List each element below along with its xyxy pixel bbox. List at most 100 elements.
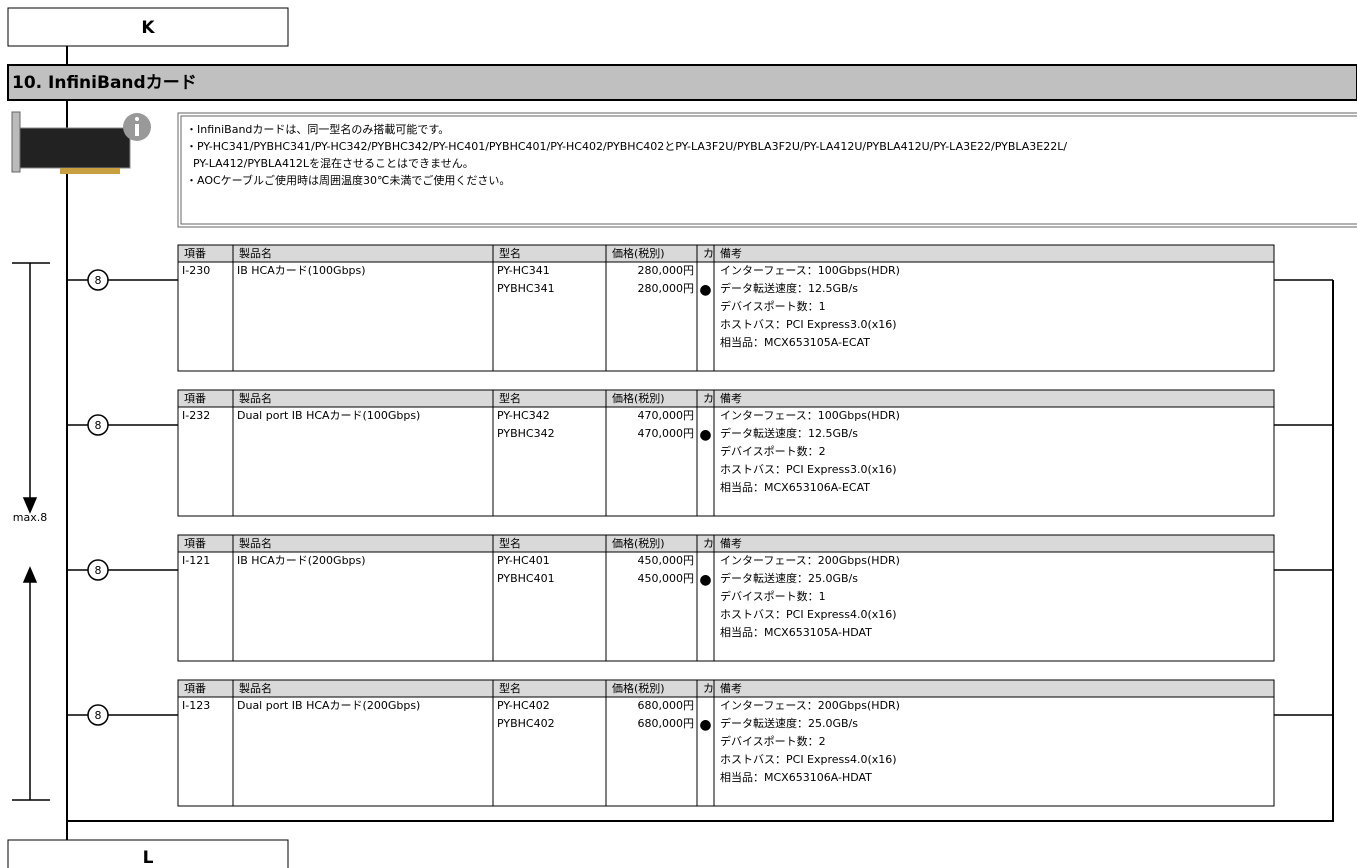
remark: 相当品：MCX653105A-ECAT [720,335,870,349]
price: 470,000円 [638,427,695,440]
model: PY-HC401 [497,554,550,567]
mark: ● [699,282,711,298]
item-number: I-232 [182,409,210,422]
remark: データ転送速度：12.5GB/s [720,281,858,295]
column-header: 型名 [499,391,521,405]
model: PY-HC341 [497,264,550,277]
section-title: 10. InfiniBandカード [12,73,197,93]
note-line: ・AOCケーブルご使用時は周囲温度30℃未満でご使用ください。 [186,173,510,187]
slot-number: 8 [95,564,102,577]
column-header: 製品名 [239,391,272,405]
column-header: 項番 [184,682,206,695]
mark: ● [699,717,711,733]
remark: データ転送速度：12.5GB/s [720,426,858,440]
card-icon [11,111,151,174]
column-header: カ [703,247,714,260]
slot-number: 8 [95,274,102,287]
model: PY-HC402 [497,699,550,712]
column-header: カ [703,537,714,550]
remark: インターフェース：100Gbps(HDR) [720,409,900,422]
slot-number: 8 [95,419,102,432]
section-bar [7,64,1357,101]
table-frame [177,244,1275,372]
price: 280,000円 [638,282,695,295]
item-number: I-121 [182,554,210,567]
column-header: 製品名 [239,681,272,695]
column-header: 製品名 [239,246,272,260]
remark: ホストバス：PCI Express3.0(x16) [720,463,897,476]
column-header: カ [703,682,714,695]
column-header: 項番 [184,537,206,550]
column-header: 価格(税別) [612,681,665,695]
slot-circle [87,704,109,726]
remark: ホストバス：PCI Express4.0(x16) [720,608,897,621]
remark: デバイスポート数：2 [720,734,826,748]
column-header: 項番 [184,392,206,405]
slot-number: 8 [95,709,102,722]
remark: デバイスポート数：1 [720,299,826,313]
remark: 相当品：MCX653106A-HDAT [720,770,872,784]
remark: データ転送速度：25.0GB/s [720,716,858,730]
column-header: 価格(税別) [612,536,665,550]
price: 450,000円 [638,554,695,567]
column-header: 製品名 [239,536,272,550]
remark: デバイスポート数：2 [720,444,826,458]
table-frame [177,389,1275,517]
model: PYBHC402 [497,717,555,730]
remark: データ転送速度：25.0GB/s [720,571,858,585]
max-label: max.8 [13,511,47,524]
slot-circle [87,414,109,436]
column-header: 備考 [720,247,742,260]
note-line: ・PY-HC341/PYBHC341/PY-HC342/PYBHC342/PY-… [186,140,1067,153]
column-header: 型名 [499,246,521,260]
top-box [7,7,289,47]
remark: インターフェース：200Gbps(HDR) [720,554,900,567]
item-number: I-123 [182,699,210,712]
column-header: 備考 [720,537,742,550]
column-header: カ [703,392,714,405]
remark: インターフェース：200Gbps(HDR) [720,699,900,712]
column-header: 価格(税別) [612,246,665,260]
bottom-box [7,839,289,868]
range-arrow [12,262,50,801]
model: PYBHC341 [497,282,555,295]
remark: 相当品：MCX653105A-HDAT [720,625,872,639]
price: 450,000円 [638,572,695,585]
column-header: 価格(税別) [612,391,665,405]
slot-circle [87,269,109,291]
column-header: 項番 [184,247,206,260]
bottom-box-label: L [143,848,154,868]
model: PYBHC401 [497,572,555,585]
column-header: 型名 [499,536,521,550]
remark: ホストバス：PCI Express3.0(x16) [720,318,897,331]
product-name: IB HCAカード(200Gbps) [237,554,366,567]
notes-box-inner [180,115,1357,225]
item-number: I-230 [182,264,210,277]
model: PY-HC342 [497,409,550,422]
notes-box [177,112,1357,228]
model: PYBHC342 [497,427,555,440]
product-name: IB HCAカード(100Gbps) [237,264,366,277]
remark: インターフェース：100Gbps(HDR) [720,264,900,277]
remark: ホストバス：PCI Express4.0(x16) [720,753,897,766]
mark: ● [699,572,711,588]
column-header: 備考 [720,392,742,405]
mark: ● [699,427,711,443]
note-line: PY-LA412/PYBLA412Lを混在させることはできません。 [186,157,474,170]
price: 470,000円 [638,409,695,422]
table-frame [177,534,1275,662]
table-frame [177,679,1275,807]
column-header: 備考 [720,682,742,695]
price: 680,000円 [638,717,695,730]
slot-circle [87,559,109,581]
column-header: 型名 [499,681,521,695]
price: 680,000円 [638,699,695,712]
top-box-label: K [141,18,155,38]
product-name: Dual port IB HCAカード(100Gbps) [237,409,420,422]
remark: デバイスポート数：1 [720,589,826,603]
price: 280,000円 [638,264,695,277]
remark: 相当品：MCX653106A-ECAT [720,480,870,494]
note-line: ・InfiniBandカードは、同一型名のみ搭載可能です。 [186,122,449,136]
